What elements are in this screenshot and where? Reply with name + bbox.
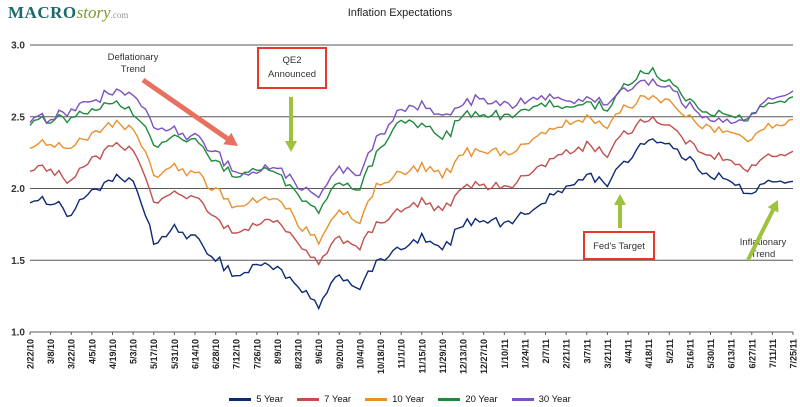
x-tick-label: 3/22/10 xyxy=(67,339,77,369)
x-tick-label: 5/2/11 xyxy=(665,339,675,364)
annotation-box-fedstarget xyxy=(583,231,655,260)
logo-macro: MACRO xyxy=(8,3,77,22)
legend-item-5-year: 5 Year xyxy=(229,394,283,405)
x-tick-label: 9/20/10 xyxy=(335,339,345,369)
annotation-arrow xyxy=(746,208,775,261)
x-tick-label: 7/11/11 xyxy=(768,339,778,368)
y-tick-label: 3.0 xyxy=(11,41,25,52)
x-tick-label: 3/21/11 xyxy=(603,339,613,369)
legend-item-10-year: 10 Year xyxy=(365,394,424,405)
legend-label-30-year: 30 Year xyxy=(538,394,571,405)
x-tick-label: 3/8/10 xyxy=(46,339,56,364)
legend-label-10-year: 10 Year xyxy=(392,394,425,405)
x-tick-label: 3/7/11 xyxy=(582,339,592,364)
x-tick-label: 7/25/11 xyxy=(789,339,799,369)
y-tick-label: 2.5 xyxy=(11,112,25,123)
series-line-7-year xyxy=(29,115,794,266)
x-tick-label: 12/13/10 xyxy=(459,339,469,374)
x-tick-label: 2/21/11 xyxy=(562,339,572,369)
x-tick-label: 5/30/11 xyxy=(706,339,716,369)
series-line-30-year xyxy=(29,77,794,199)
legend-swatch-30-year xyxy=(511,398,534,401)
annotation-arrow xyxy=(141,77,229,141)
chart-legend: 5 Year 7 Year 10 Year 20 Year 30 Year xyxy=(0,394,800,405)
legend-swatch-10-year xyxy=(365,398,388,401)
x-tick-label: 8/23/10 xyxy=(294,339,304,369)
x-tick-label: 11/15/10 xyxy=(417,339,427,374)
x-tick-label: 2/22/10 xyxy=(26,339,36,369)
x-tick-label: 11/29/10 xyxy=(438,339,448,374)
x-tick-label: 6/14/10 xyxy=(190,339,200,369)
annotation-text-qe2-announced: Announced xyxy=(268,69,316,80)
annotation-text-fedstarget: Fed's Target xyxy=(593,241,645,252)
legend-swatch-5-year xyxy=(229,398,252,401)
y-tick-label: 1.5 xyxy=(11,256,25,267)
x-tick-label: 6/13/11 xyxy=(727,339,737,369)
legend-swatch-20-year xyxy=(438,398,461,401)
x-tick-label: 7/26/10 xyxy=(252,339,262,369)
annotation-arrowhead xyxy=(285,141,297,152)
x-tick-label: 7/12/10 xyxy=(232,339,242,369)
x-tick-label: 5/17/10 xyxy=(149,339,159,369)
x-tick-label: 6/27/11 xyxy=(747,339,757,369)
annotation-arrowhead xyxy=(223,132,238,146)
x-tick-label: 4/18/11 xyxy=(644,339,654,369)
series-line-5-year xyxy=(29,138,794,311)
legend-label-5-year: 5 Year xyxy=(256,394,284,405)
annotation-arrowhead xyxy=(767,200,779,213)
legend-label-20-year: 20 Year xyxy=(465,394,498,405)
series-line-10-year xyxy=(29,94,794,246)
x-tick-label: 9/6/10 xyxy=(314,339,324,364)
annotation-text-deflationary-trend: Trend xyxy=(121,64,145,75)
annotation-box-qe2-announced xyxy=(257,47,327,89)
y-tick-label: 1.0 xyxy=(11,328,25,339)
x-tick-label: 1/10/11 xyxy=(500,339,510,369)
series-line-20-year xyxy=(29,66,794,215)
annotation-arrowhead xyxy=(614,194,626,205)
annotation-text-inflationary-trend: Inflationary xyxy=(740,237,787,248)
x-tick-label: 8/9/10 xyxy=(273,339,283,364)
logo-story: story xyxy=(76,3,111,22)
y-tick-label: 2.0 xyxy=(11,184,25,195)
logo-com: .com xyxy=(110,10,129,20)
x-tick-label: 10/18/10 xyxy=(376,339,386,374)
x-tick-label: 4/5/10 xyxy=(87,339,97,364)
x-tick-label: 12/27/10 xyxy=(479,339,489,374)
x-tick-label: 5/16/11 xyxy=(685,339,695,369)
x-tick-label: 2/7/11 xyxy=(541,339,551,364)
x-tick-label: 5/31/10 xyxy=(170,339,180,369)
x-tick-label: 1/24/11 xyxy=(520,339,530,369)
legend-item-20-year: 20 Year xyxy=(438,394,498,405)
x-tick-label: 6/28/10 xyxy=(211,339,221,369)
x-tick-label: 4/4/11 xyxy=(624,339,634,364)
x-tick-label: 5/3/10 xyxy=(129,339,139,364)
legend-label-7-year: 7 Year xyxy=(324,394,352,405)
chart-title: Inflation Expectations xyxy=(347,7,453,19)
x-tick-label: 4/19/10 xyxy=(108,339,118,369)
x-tick-label: 10/4/10 xyxy=(355,339,365,369)
legend-item-30-year: 30 Year xyxy=(511,394,571,405)
annotation-text-inflationary-trend: Trend xyxy=(751,249,775,260)
legend-item-7-year: 7 Year xyxy=(297,394,351,405)
x-tick-label: 11/1/10 xyxy=(397,339,407,369)
annotation-text-qe2-announced: QE2 xyxy=(282,55,301,66)
macrostory-logo: MACROstory.com xyxy=(8,4,128,22)
annotation-text-deflationary-trend: Deflationary xyxy=(108,52,159,63)
legend-swatch-7-year xyxy=(297,398,320,401)
